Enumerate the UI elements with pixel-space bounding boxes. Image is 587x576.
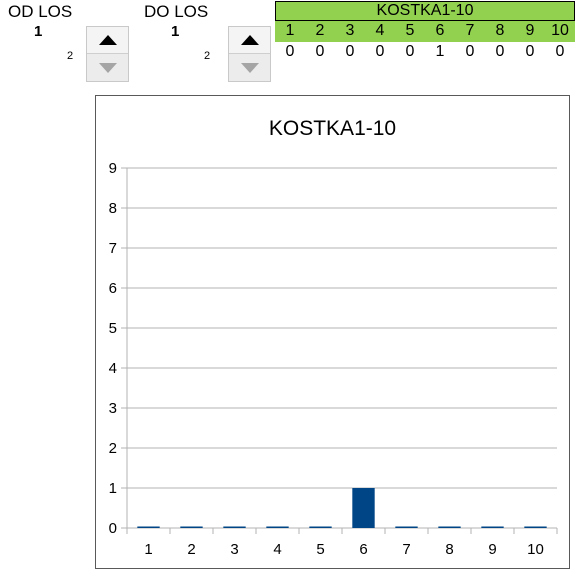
arrow-down-icon [98,62,117,73]
table-index-cell: 8 [495,22,505,39]
to-step-hint: 2 [204,50,211,62]
table-index-cell: 10 [551,22,569,39]
from-step-hint: 2 [67,50,74,62]
from-decrement-button[interactable] [87,54,128,81]
table-count-cell: 0 [345,43,355,60]
arrow-up-icon [98,35,117,45]
table-index-cell: 4 [375,22,385,39]
from-increment-button[interactable] [87,27,128,54]
table-index-cell: 6 [435,22,445,39]
arrow-up-icon [240,35,259,45]
table-index-cell: 2 [315,22,325,39]
from-spinner[interactable] [86,26,129,82]
from-value: 1 [34,23,43,40]
table-count-cell: 1 [435,43,445,60]
to-spinner[interactable] [228,26,271,82]
table-count-cell: 0 [495,43,505,60]
from-label: OD LOS [8,2,73,21]
table-index-cell: 1 [285,22,295,39]
to-increment-button[interactable] [229,27,270,54]
table-count-cell: 0 [285,43,295,60]
table-title: KOSTKA1-10 [275,1,575,21]
table-count-cell: 0 [525,43,535,60]
arrow-down-icon [240,62,259,73]
table-index-cell: 9 [525,22,535,39]
to-label: DO LOS [144,2,209,21]
table-index-cell: 7 [465,22,475,39]
table-index-row: 1 2 3 4 5 6 7 8 9 10 [275,21,575,42]
table-count-cell: 0 [405,43,415,60]
chart-title: KOSTKA1-10 [268,117,397,140]
table-count-cell: 0 [465,43,475,60]
table-index-cell: 3 [345,22,355,39]
table-count-cell: 0 [375,43,385,60]
to-decrement-button[interactable] [229,54,270,81]
to-value: 1 [171,23,180,40]
table-count-cell: 0 [315,43,325,60]
table-index-cell: 5 [405,22,415,39]
chart-frame[interactable] [95,95,570,569]
table-count-cell: 0 [555,43,565,60]
table-count-row: 0 0 0 0 0 1 0 0 0 0 [275,42,575,63]
